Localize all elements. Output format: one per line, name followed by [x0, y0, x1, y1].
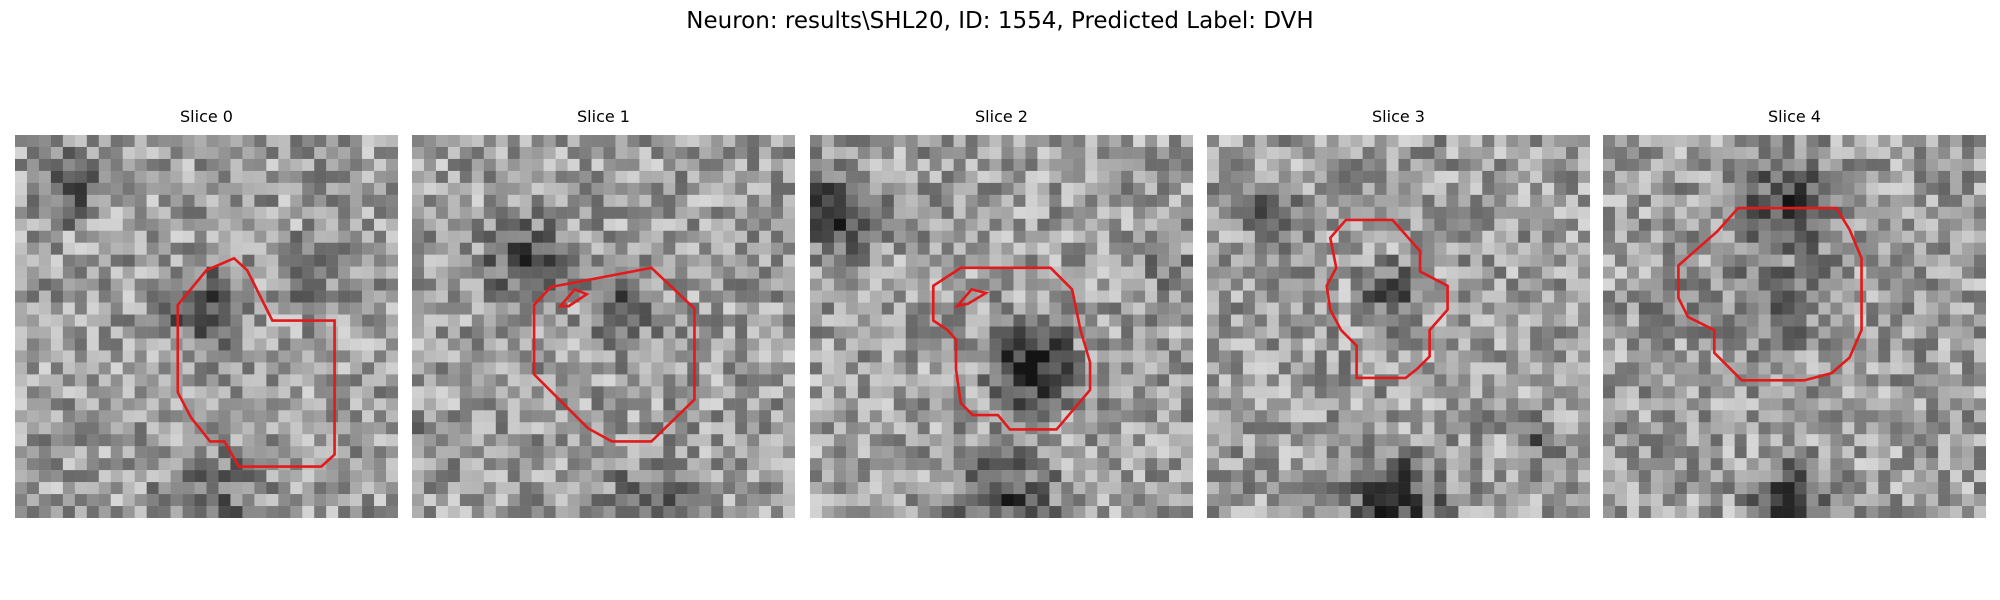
segmentation-contour-1b — [557, 287, 590, 308]
slice-title-4: Slice 4 — [1768, 107, 1821, 126]
slice-title-2: Slice 2 — [975, 107, 1028, 126]
slice-title-1: Slice 1 — [577, 107, 630, 126]
slice-image-3 — [1207, 135, 1590, 518]
slice-title-0: Slice 0 — [180, 107, 233, 126]
segmentation-contour-2 — [931, 266, 1092, 431]
segmentation-contour-3 — [1325, 218, 1449, 380]
slice-image-0 — [15, 135, 398, 518]
figure-title: Neuron: results\SHL20, ID: 1554, Predict… — [686, 8, 1314, 34]
segmentation-contour-4 — [1677, 206, 1863, 382]
segmentation-contour-2b — [953, 287, 990, 309]
segmentation-contour-0 — [176, 256, 336, 468]
slice-image-1 — [412, 135, 795, 518]
slice-title-3: Slice 3 — [1372, 107, 1425, 126]
slice-image-4 — [1603, 135, 1986, 518]
segmentation-contour-1 — [532, 266, 696, 443]
slice-image-2 — [810, 135, 1193, 518]
